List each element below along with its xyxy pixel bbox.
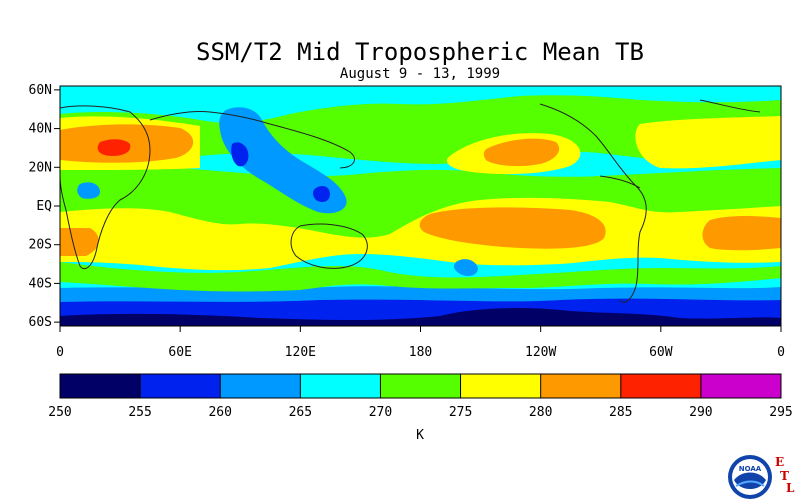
band-280-npacific — [483, 138, 560, 167]
colorbar-tick-label: 265 — [289, 405, 312, 420]
band-250-south — [60, 308, 781, 326]
map-subtitle: August 9 - 13, 1999 — [340, 66, 500, 82]
colorbar-tick-label: 250 — [48, 405, 71, 420]
etl-letter-e: E — [775, 455, 784, 469]
noaa-seal-text: NOAA — [739, 465, 762, 473]
etl-letter-t: T — [780, 469, 789, 483]
lon-tick-label: 120E — [285, 345, 316, 360]
noaa-etl-logo: NOAA E T L — [728, 455, 795, 499]
lon-tick-label: 0 — [777, 345, 785, 360]
band-275-atlantic-n — [635, 116, 781, 169]
band-255-asia — [231, 142, 249, 167]
colorbar-swatch — [300, 374, 381, 398]
colorbar-swatch — [220, 374, 301, 398]
temperature-field — [60, 86, 781, 326]
lon-tick-label: 120W — [525, 345, 556, 360]
band-260-asia — [219, 107, 347, 214]
lat-tick-label: 20S — [29, 238, 52, 253]
band-270-south — [60, 262, 781, 292]
lon-tick-label: 60W — [649, 345, 673, 360]
band-255-wpacific — [313, 186, 330, 202]
colorbar-tick-label: 295 — [769, 405, 792, 420]
colorbar-swatch — [700, 374, 782, 398]
colorbar: 250 255 260 265 270 275 280 285 290 295 — [48, 373, 793, 420]
colorbar-tick-label: 290 — [689, 405, 712, 420]
band-280-pacific — [419, 207, 606, 249]
band-285-sahara — [97, 139, 131, 156]
latitude-axis: 60N 40N 20N EQ 20S 40S 60S — [29, 83, 60, 330]
lon-tick-label: 0 — [56, 345, 64, 360]
lon-tick-label: 60E — [168, 345, 191, 360]
colorbar-tick-label: 260 — [208, 405, 231, 420]
lat-tick-label: 20N — [29, 160, 52, 175]
colorbar-swatch — [380, 374, 462, 398]
map-title: SSM/T2 Mid Tropospheric Mean TB — [196, 38, 644, 66]
colorbar-swatch — [60, 374, 141, 398]
colorbar-tick-label: 255 — [128, 405, 151, 420]
band-275-tropics — [60, 197, 781, 271]
band-260-spacific — [453, 259, 478, 276]
lat-tick-label: 40N — [29, 122, 52, 137]
coastlines — [60, 99, 761, 303]
colorbar-tick-label: 275 — [449, 405, 472, 420]
colorbar-swatch — [540, 374, 622, 398]
lat-tick-label: 40S — [29, 276, 52, 291]
colorbar-tick-label: 280 — [529, 405, 552, 420]
lat-tick-label: EQ — [36, 199, 52, 214]
longitude-axis: 0 60E 120E 180 120W 60W 0 — [56, 326, 785, 360]
colorbar-tick-label: 285 — [609, 405, 632, 420]
colorbar-swatch — [620, 374, 702, 398]
band-280-africa — [60, 228, 99, 256]
colorbar-swatch — [140, 374, 221, 398]
etl-letter-l: L — [786, 481, 795, 495]
lat-tick-label: 60S — [29, 315, 52, 330]
lat-tick-label: 60N — [29, 83, 52, 98]
colorbar-unit: K — [416, 428, 424, 443]
lon-tick-label: 180 — [409, 345, 432, 360]
colorbar-swatch — [460, 374, 542, 398]
band-260-indian — [77, 182, 100, 199]
band-280-atlantic — [702, 216, 781, 251]
colorbar-tick-label: 270 — [369, 405, 392, 420]
map-panel: 60N 40N 20N EQ 20S 40S 60S 0 60E 120E 180 120W 60W 0 — [29, 83, 785, 360]
